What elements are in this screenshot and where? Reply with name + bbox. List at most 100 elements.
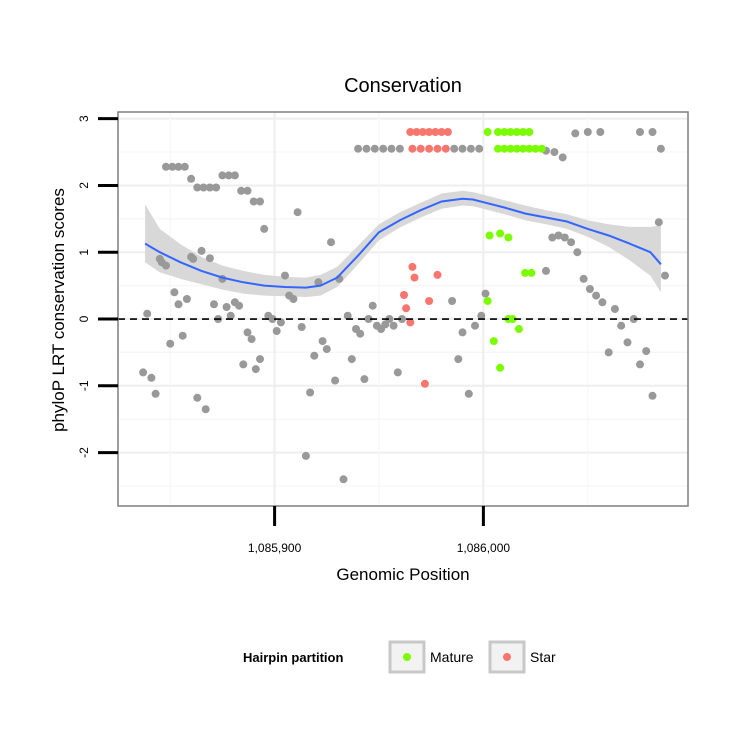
point-other: [347, 355, 356, 364]
point-other: [272, 327, 281, 335]
point-other: [579, 274, 588, 283]
point-other: [249, 197, 258, 206]
point-other: [289, 295, 298, 303]
axes-layer: -2 -1 0 1 2 3 1,085,900 1,086,000: [77, 111, 689, 555]
point-other: [201, 405, 210, 414]
point-other: [362, 144, 371, 153]
point-other: [256, 197, 264, 206]
point-other: [178, 331, 187, 340]
legend: Hairpin partition Mature Star: [243, 640, 556, 674]
point-other: [226, 311, 235, 320]
point-other: [189, 254, 198, 263]
point-star: [425, 144, 434, 153]
point-other: [339, 475, 348, 484]
point-mature: [537, 144, 546, 153]
plot-panel: [118, 112, 688, 506]
point-other: [310, 351, 319, 360]
point-other: [193, 393, 202, 402]
point-other: [235, 301, 244, 310]
point-other: [210, 300, 218, 309]
legend-key-star: [488, 640, 526, 674]
point-mature: [494, 144, 502, 153]
point-other: [143, 309, 152, 318]
point-other: [617, 321, 626, 330]
point-other: [610, 305, 619, 313]
point-other: [464, 389, 473, 398]
point-mature: [525, 128, 534, 136]
point-other: [368, 301, 377, 310]
point-other: [174, 162, 183, 171]
point-other: [385, 315, 394, 323]
point-mature: [519, 144, 528, 153]
point-other: [458, 328, 467, 337]
point-other: [477, 311, 486, 320]
y-tick-label: -2: [77, 447, 91, 458]
legend-marker-star: [503, 653, 511, 661]
point-other: [168, 162, 177, 171]
point-other: [322, 345, 331, 354]
legend-marker-mature: [403, 653, 411, 661]
point-mature: [489, 337, 498, 346]
point-other: [187, 174, 196, 183]
point-other: [170, 288, 179, 297]
point-other: [654, 218, 663, 227]
legend-label-star: Star: [530, 649, 556, 665]
point-other: [598, 298, 607, 307]
point-other: [648, 128, 657, 136]
point-other: [205, 183, 214, 192]
point-other: [212, 183, 221, 192]
point-mature: [514, 325, 523, 333]
legend-title: Hairpin partition: [243, 650, 343, 665]
point-other: [636, 128, 644, 136]
point-star: [406, 128, 415, 136]
point-star: [402, 304, 411, 313]
x-axis-title: Genomic Position: [336, 565, 469, 584]
point-star: [441, 144, 450, 153]
point-mature: [531, 144, 540, 153]
point-other: [224, 171, 233, 180]
point-other: [466, 144, 475, 153]
point-mature: [496, 229, 505, 238]
y-tick-label: 0: [77, 315, 91, 322]
point-star: [437, 128, 446, 136]
point-star: [425, 128, 434, 136]
point-star: [412, 128, 421, 136]
point-star: [431, 128, 440, 136]
point-other: [542, 266, 550, 275]
point-other: [147, 373, 156, 382]
point-other: [293, 208, 302, 217]
point-other: [623, 338, 632, 347]
smooth-line-layer: [144, 197, 662, 289]
point-other: [636, 360, 644, 369]
y-axis-title: phyloP LRT conservation scores: [49, 188, 68, 432]
point-other: [256, 355, 264, 364]
point-other: [199, 183, 208, 192]
y-tick-label: 3: [77, 115, 91, 122]
point-mature: [483, 297, 492, 305]
point-other: [454, 355, 463, 364]
point-star: [443, 128, 452, 136]
panel-border: [117, 111, 689, 507]
point-other: [247, 335, 256, 344]
point-mature: [512, 128, 521, 136]
point-other: [583, 128, 592, 136]
point-other: [174, 300, 183, 309]
point-other: [182, 295, 191, 303]
y-tick-label: 2: [77, 182, 91, 189]
point-other: [596, 128, 605, 136]
point-other: [356, 329, 365, 338]
point-other: [251, 365, 260, 374]
chart-title: Conservation: [344, 75, 462, 97]
point-other: [193, 183, 202, 192]
point-other: [558, 153, 567, 162]
point-other: [393, 368, 402, 377]
point-other: [331, 376, 340, 385]
point-other: [197, 246, 206, 255]
point-mature: [512, 144, 521, 153]
point-other: [281, 271, 289, 280]
point-other: [162, 162, 170, 171]
point-other: [656, 144, 665, 153]
point-other: [661, 271, 669, 280]
point-other: [318, 337, 327, 346]
point-other: [354, 144, 363, 153]
